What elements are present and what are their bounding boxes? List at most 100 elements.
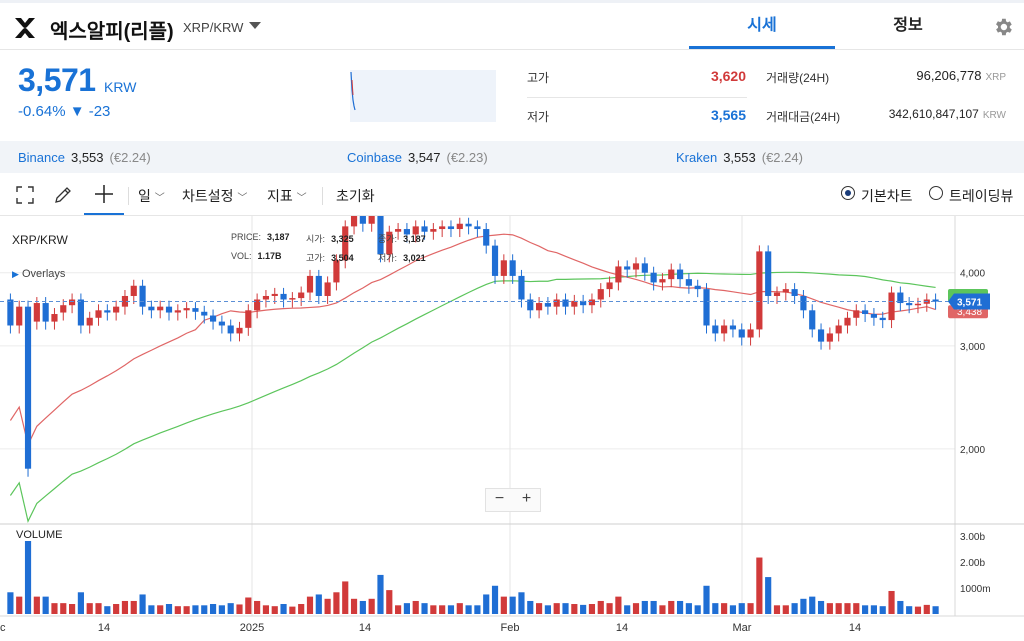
volume-bar <box>756 557 763 614</box>
x-tick-label: Mar <box>733 622 752 634</box>
pencil-icon[interactable] <box>53 185 73 205</box>
volume-bar <box>368 598 375 614</box>
exchange-kraken[interactable]: Kraken 3,553 (€2.24) <box>676 150 803 165</box>
overlays-toggle[interactable]: ▶ Overlays <box>12 268 65 280</box>
volume-bar <box>483 594 490 614</box>
tradingview-label[interactable]: 트레이딩뷰 <box>949 188 1014 204</box>
exchange-coinbase[interactable]: Coinbase 3,547 (€2.23) <box>347 150 488 165</box>
volume-bar <box>518 592 525 614</box>
chevron-down-icon[interactable] <box>249 22 261 29</box>
candle-body <box>298 292 305 299</box>
ma-short-tag-label: 3,438 <box>957 307 982 318</box>
tradingview-radio[interactable] <box>929 186 943 200</box>
change-percent: -0.64% <box>18 103 66 120</box>
volume-bar <box>703 585 710 614</box>
volume-bar <box>86 603 93 614</box>
candle-body <box>729 325 737 330</box>
volume-bar <box>69 604 76 614</box>
volume-bar <box>130 600 137 614</box>
candle-body <box>500 260 507 276</box>
candle-body <box>747 329 754 338</box>
volume-bar <box>826 603 833 614</box>
zoom-out-button[interactable]: − <box>494 490 505 507</box>
basic-chart-label[interactable]: 기본차트 <box>861 188 913 204</box>
volume-value: 96,206,778 XRP <box>850 68 1006 83</box>
period-select[interactable]: 일 ﹀ <box>138 186 165 206</box>
volume-bar <box>870 605 877 614</box>
volume-bar <box>315 594 322 614</box>
indicators-select[interactable]: 지표 ﹀ <box>267 186 307 206</box>
exchange-eur: (€2.23) <box>446 150 488 165</box>
volume-bar <box>377 574 384 614</box>
candle-body <box>844 317 851 326</box>
candle-body <box>377 213 384 255</box>
candle-body <box>174 310 181 313</box>
volume-bar <box>183 606 190 614</box>
exchange-price: 3,547 <box>407 150 441 165</box>
volume-bar <box>262 605 270 614</box>
candle-body <box>650 272 657 283</box>
candle-body <box>139 285 146 307</box>
volume-bar <box>606 603 613 614</box>
candle-body <box>756 251 763 330</box>
candle-body <box>897 292 904 304</box>
candle-body <box>157 306 164 311</box>
candle-body <box>227 325 234 334</box>
volume-bar <box>280 604 287 614</box>
y-tick-label: 4,000 <box>960 269 985 280</box>
candle-body <box>888 292 895 321</box>
candle-body <box>306 275 314 293</box>
candle-body <box>465 223 472 227</box>
gear-icon[interactable] <box>992 16 1014 38</box>
period-label: 일 <box>138 188 151 204</box>
basic-chart-radio[interactable] <box>841 186 855 200</box>
price-chart[interactable]: 4,000 3,000 2,000 3,438 3,571 3.00b 2.00b 1000m… <box>0 207 1024 636</box>
candle-body <box>201 311 208 316</box>
candle-body <box>738 329 745 338</box>
volume-bar <box>474 605 481 614</box>
volume-bar <box>395 605 402 614</box>
candle-body <box>421 226 428 232</box>
fullscreen-icon[interactable] <box>16 186 34 204</box>
reset-button[interactable]: 초기화 <box>336 188 375 204</box>
candle-body <box>104 310 111 313</box>
coin-pair: XRP/KRW <box>183 20 244 35</box>
volume-bar <box>324 598 331 614</box>
exchange-binance[interactable]: Binance 3,553 (€2.24) <box>18 150 151 165</box>
candle-body <box>218 321 225 326</box>
tab-info[interactable]: 정보 <box>893 17 923 34</box>
volume-bar <box>333 592 340 614</box>
volume-bar <box>201 605 208 614</box>
zoom-control: − + <box>485 488 541 512</box>
candle-body <box>474 226 481 230</box>
candle-body <box>33 303 40 322</box>
exchange-price: 3,553 <box>70 150 104 165</box>
volume-bar <box>791 603 798 614</box>
overlays-label: Overlays <box>21 268 66 280</box>
candle-body <box>914 303 922 306</box>
tab-market[interactable]: 시세 <box>689 3 835 49</box>
volume-bar <box>209 604 217 614</box>
candle-body <box>289 298 296 300</box>
x-tick-label: 14 <box>98 622 110 634</box>
volume-bar <box>747 603 754 614</box>
volume-bar <box>421 603 428 614</box>
header: 엑스알피(리플) XRP/KRW 시세 정보 <box>0 3 1024 50</box>
low-value: 3,565 <box>710 107 746 123</box>
chart-settings-select[interactable]: 차트설정 ﹀ <box>182 186 247 206</box>
volume-label: 거래량(24H) <box>766 71 830 85</box>
ohlc-value: 1.17B <box>257 251 282 261</box>
candle-body <box>24 306 32 469</box>
zoom-in-button[interactable]: + <box>521 490 532 507</box>
candle-body <box>148 306 155 311</box>
candle-body <box>333 260 340 283</box>
volume-bar <box>113 604 120 614</box>
candle-body <box>870 314 877 318</box>
volume-bar <box>641 600 648 614</box>
price-unit: KRW <box>104 79 137 95</box>
volume-bar <box>165 604 173 614</box>
crosshair-tool[interactable] <box>84 175 124 215</box>
volume-bar <box>738 603 745 614</box>
volume-tick-label: 2.00b <box>960 558 985 569</box>
